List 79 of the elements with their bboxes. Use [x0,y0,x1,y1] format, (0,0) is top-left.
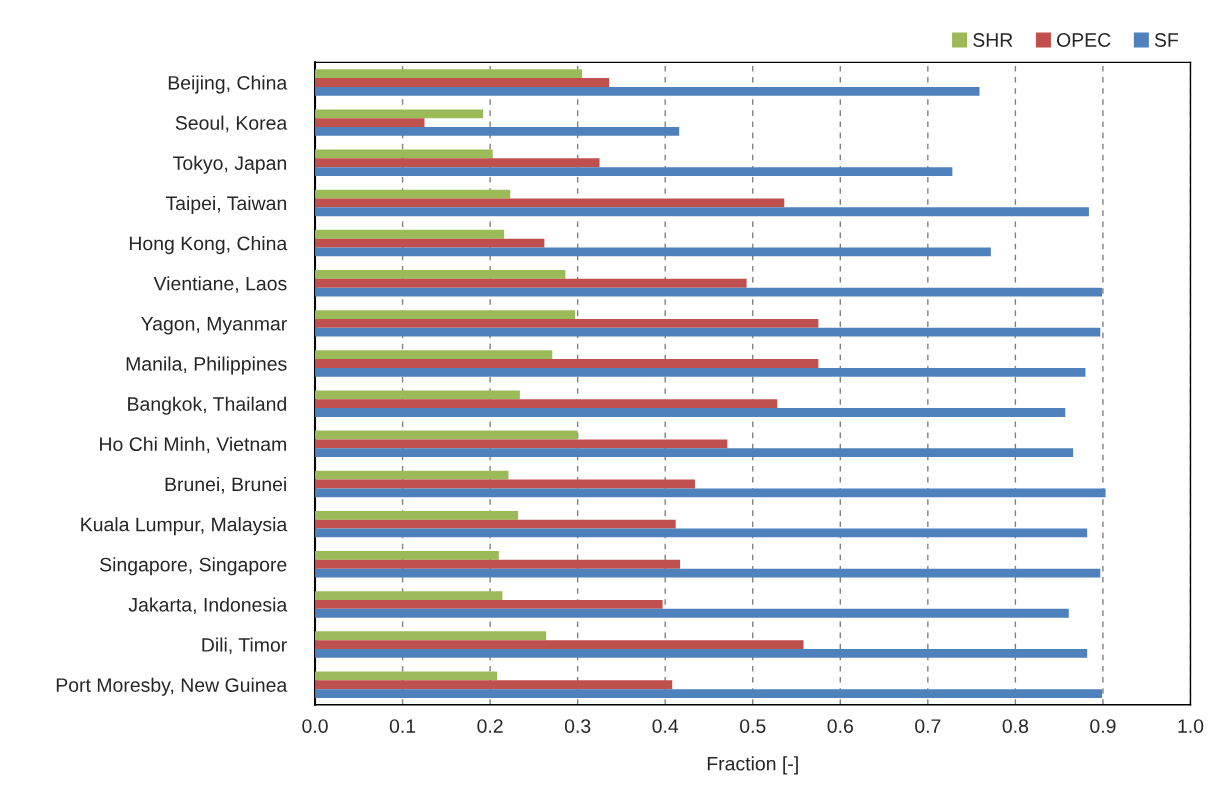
bar [315,127,680,136]
x-tick-label: 0.7 [915,719,941,733]
y-tick-label: Tokyo, Japan [173,155,286,174]
bar [315,689,1103,698]
bar [315,310,576,319]
bar [315,359,819,368]
bar [315,568,1101,578]
bar [315,198,785,208]
bar [315,470,509,480]
bar [315,269,566,279]
bar [315,167,953,177]
bar [315,247,991,257]
bar [315,350,553,360]
x-tick-label: 0.9 [1090,719,1116,733]
x-tick-label: 0.5 [739,719,766,733]
bar [315,158,600,168]
bar [315,671,498,681]
y-tick-label: Jakarta, Indonesia [128,597,288,614]
bar [315,238,545,248]
x-tick-label: 0.2 [477,719,503,733]
y-tick-label: Singapore, Singapore [100,557,287,576]
bar [315,118,425,128]
y-tick-label: Yagon, Myanmar [141,317,287,335]
y-tick-label: Vientiane, Laos [153,276,287,293]
x-tick-label: 0.6 [827,719,853,733]
bar [315,640,804,649]
y-tick-label: Dili, Timor [202,637,287,655]
bar [315,680,673,690]
bar [315,86,980,96]
bar [315,149,493,159]
legend-label: SF [1154,33,1179,47]
x-tick-label: 0.0 [302,719,328,733]
x-tick-label: 0.3 [564,719,591,733]
bar [315,608,1069,618]
y-tick-label: Bangkok, Thailand [128,396,286,415]
bar [315,189,511,199]
bar [315,207,1089,217]
bar [315,430,578,440]
bar [315,78,610,87]
y-tick-label: Beijing, China [168,75,288,94]
y-tick-label: Kuala Lumpur, Malaysia [81,517,288,536]
bar [315,448,1074,458]
bar [315,69,583,79]
y-tick-label: Taipei, Taiwan [165,195,286,215]
bar [315,327,1101,337]
bar [315,591,503,601]
y-tick-label: Manila, Philippines [126,356,287,375]
bar [315,318,819,328]
y-tick-label: Ho Chi Minh, Vietnam [100,436,286,454]
y-tick-label: Port Moresby, New Guinea [56,677,288,696]
bar [315,648,1088,658]
y-tick-label: Brunei, Brunei [165,476,286,494]
x-tick-label: 0.1 [389,719,416,733]
y-tick-label: Seoul, Korea [175,115,288,133]
bar [315,551,499,560]
bar [315,519,676,529]
bar [315,399,778,409]
x-tick-label: 0.4 [652,719,679,733]
x-tick-label: 1.0 [1178,719,1204,733]
bar [315,479,695,489]
bar [315,408,1066,417]
bar [315,287,1103,297]
bar [315,367,1086,377]
bar [315,390,520,400]
legend-label: SHR [973,33,1013,47]
x-tick-label: 0.8 [1002,719,1029,733]
bar [315,488,1106,498]
y-tick-label: Hong Kong, China [129,236,288,255]
bar [315,278,747,288]
bar [315,528,1088,538]
bar [315,600,663,609]
legend-label: OPEC [1057,33,1111,47]
bar [315,631,547,641]
bar [315,439,728,449]
x-axis-title: Fraction [-] [707,756,798,775]
bar [315,510,519,520]
bar [315,559,681,569]
bar [315,229,505,239]
bar [315,109,484,119]
